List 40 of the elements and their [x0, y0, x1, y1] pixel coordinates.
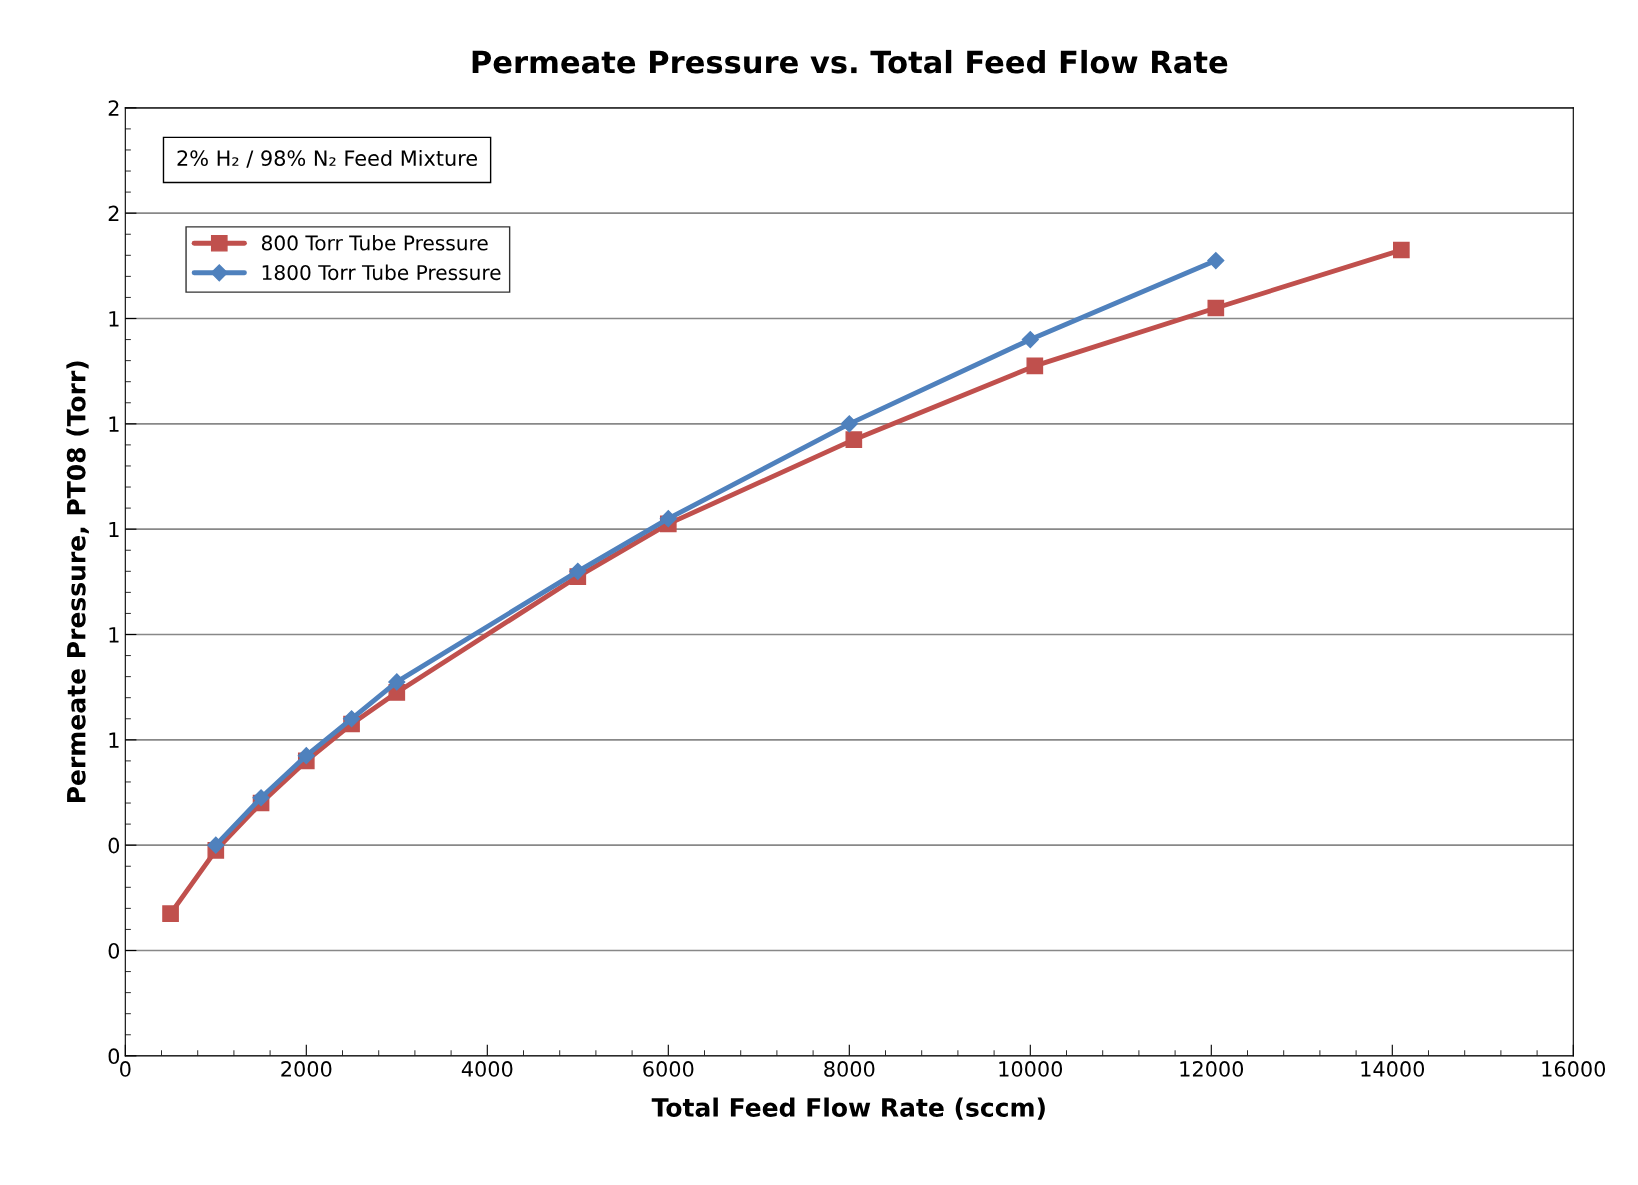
point [845, 431, 863, 448]
chart-title: Permeate Pressure vs. Total Feed Flow Rate [472, 49, 1228, 74]
y-tick-label: 0 [108, 1048, 120, 1065]
point [388, 673, 406, 691]
point [252, 789, 270, 807]
y-tick-label: 1 [109, 521, 119, 538]
y-tick-label: 1 [109, 627, 119, 643]
y-tick-label: 1 [109, 416, 119, 432]
point [1021, 331, 1039, 349]
y-axis-title: Permeate Pressure, PT08 (Torr) [66, 361, 89, 803]
y-tick-label: 1 [109, 732, 119, 748]
y-tick-label: 2 [108, 205, 119, 222]
point [1393, 241, 1410, 259]
x-tick-label: 6000 [643, 1061, 694, 1077]
point [343, 710, 361, 728]
y-tick-label: 0 [108, 942, 120, 959]
point [659, 510, 677, 528]
point [162, 905, 179, 922]
x-tick-label: 10000 [999, 1061, 1063, 1077]
point [1207, 299, 1225, 317]
point [297, 747, 315, 765]
x-tick-label: 2000 [281, 1061, 332, 1077]
y-tick-label: 0 [108, 837, 120, 854]
point [840, 415, 858, 433]
x-axis-title: Total Feed Flow Rate (sccm) [651, 1097, 1045, 1120]
x-tick-label: 14000 [1361, 1061, 1425, 1077]
point [1026, 357, 1044, 375]
x-tick-label: 16000 [1542, 1061, 1606, 1077]
point [1207, 252, 1225, 270]
legend-label: 1800 Torr Tube Pressure [262, 264, 501, 281]
point [207, 836, 225, 854]
x-tick-label: 4000 [461, 1061, 513, 1077]
x-tick-label: 12000 [1180, 1061, 1244, 1077]
x-tick-label: 0 [120, 1061, 131, 1077]
y-tick-label: 1 [109, 311, 119, 327]
y-tick-label: 2 [108, 100, 119, 116]
annotation: 2% H₂ / 98% N₂ Feed Mixture [177, 149, 478, 168]
legend-label: 800 Torr Tube Pressure [261, 234, 488, 251]
point [569, 562, 587, 580]
x-tick-label: 8000 [824, 1061, 875, 1077]
